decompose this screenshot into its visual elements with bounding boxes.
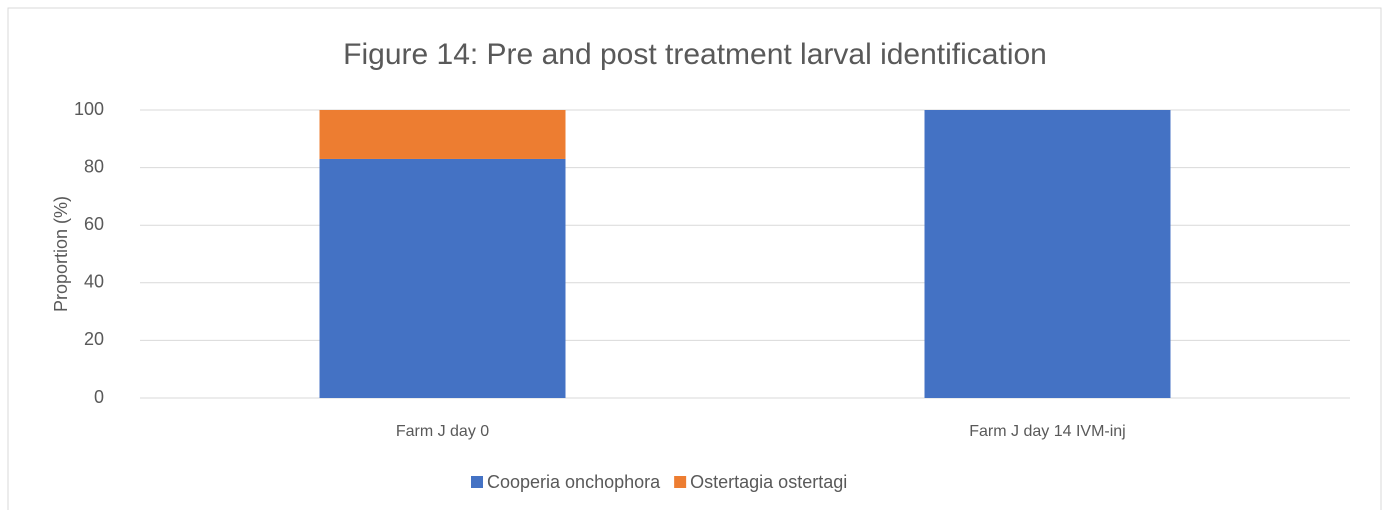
bar-segment — [924, 110, 1171, 398]
legend-swatch — [674, 476, 687, 488]
y-tick-label: 100 — [74, 99, 104, 119]
x-tick-label: Farm J day 0 — [396, 423, 489, 440]
legend-label: Cooperia onchophora — [487, 472, 661, 492]
chart-border — [7, 7, 1382, 515]
y-axis-label: Proportion (%) — [51, 196, 71, 312]
legend-swatch — [471, 476, 483, 488]
chart-title: Figure 14: Pre and post treatment larval… — [343, 38, 1047, 71]
y-tick-label: 60 — [84, 214, 104, 234]
x-tick-label: Farm J day 14 IVM-inj — [969, 423, 1125, 440]
bar-segment — [319, 110, 566, 159]
y-tick-label: 0 — [94, 387, 104, 407]
legend-label: Ostertagia ostertagi — [690, 472, 847, 492]
y-tick-label: 40 — [84, 272, 104, 292]
y-tick-label: 20 — [84, 329, 104, 349]
bar-segment — [319, 158, 566, 398]
y-tick-label: 80 — [84, 156, 104, 176]
